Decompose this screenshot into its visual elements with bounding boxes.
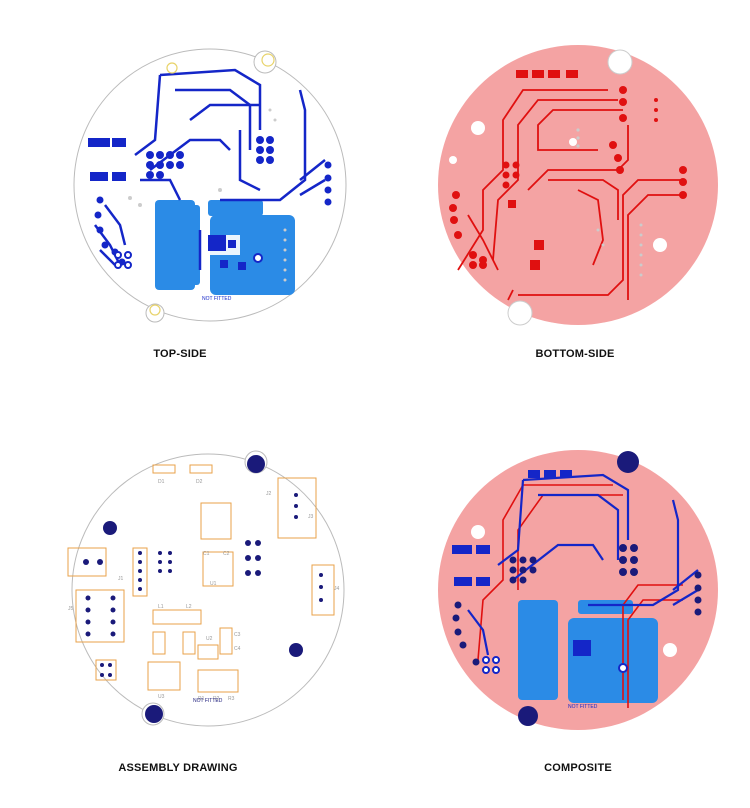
composite-panel: NOT FITTED bbox=[428, 440, 728, 740]
ref-j4: J4 bbox=[334, 586, 340, 592]
ref-j3: J3 bbox=[308, 514, 314, 520]
top-not-fitted-label: NOT FITTED bbox=[202, 296, 232, 302]
bottom-side-caption: BOTTOM-SIDE bbox=[535, 348, 615, 360]
assembly-not-fitted-label: NOT FITTED bbox=[193, 698, 223, 704]
assembly-panel: D1 D2 J1 J2 J3 J4 J5 U1 U2 U3 L1 L2 C1 C… bbox=[58, 440, 358, 740]
top-side-panel: NOT FITTED bbox=[60, 30, 360, 330]
ref-j2: J2 bbox=[266, 491, 272, 497]
ref-j1: J1 bbox=[118, 576, 124, 582]
ref-u1: U1 bbox=[210, 581, 217, 587]
composite-caption: COMPOSITE bbox=[544, 762, 612, 774]
ref-l1: L1 bbox=[158, 604, 164, 610]
ref-r3: R3 bbox=[228, 696, 235, 702]
ref-j5: J5 bbox=[68, 606, 74, 612]
top-side-board: NOT FITTED bbox=[73, 48, 347, 323]
assembly-caption: ASSEMBLY DRAWING bbox=[118, 762, 238, 774]
composite-board: NOT FITTED bbox=[438, 450, 718, 730]
bottom-side-panel bbox=[428, 30, 728, 330]
ref-c1: C1 bbox=[203, 551, 210, 557]
ref-u2: U2 bbox=[206, 636, 213, 642]
ref-d1: D1 bbox=[158, 479, 165, 485]
bottom-side-board bbox=[438, 45, 718, 326]
ref-u3: U3 bbox=[158, 694, 165, 700]
ref-c4: C4 bbox=[234, 646, 241, 652]
composite-not-fitted-label: NOT FITTED bbox=[568, 704, 598, 710]
ref-d2: D2 bbox=[196, 479, 203, 485]
ref-r2: R2 bbox=[213, 696, 220, 702]
ref-r1: R1 bbox=[198, 696, 205, 702]
ref-l2: L2 bbox=[186, 604, 192, 610]
ref-c2: C2 bbox=[223, 551, 230, 557]
ref-c3: C3 bbox=[234, 632, 241, 638]
top-side-caption: TOP-SIDE bbox=[153, 348, 207, 360]
assembly-board: D1 D2 J1 J2 J3 J4 J5 U1 U2 U3 L1 L2 C1 C… bbox=[67, 450, 345, 727]
